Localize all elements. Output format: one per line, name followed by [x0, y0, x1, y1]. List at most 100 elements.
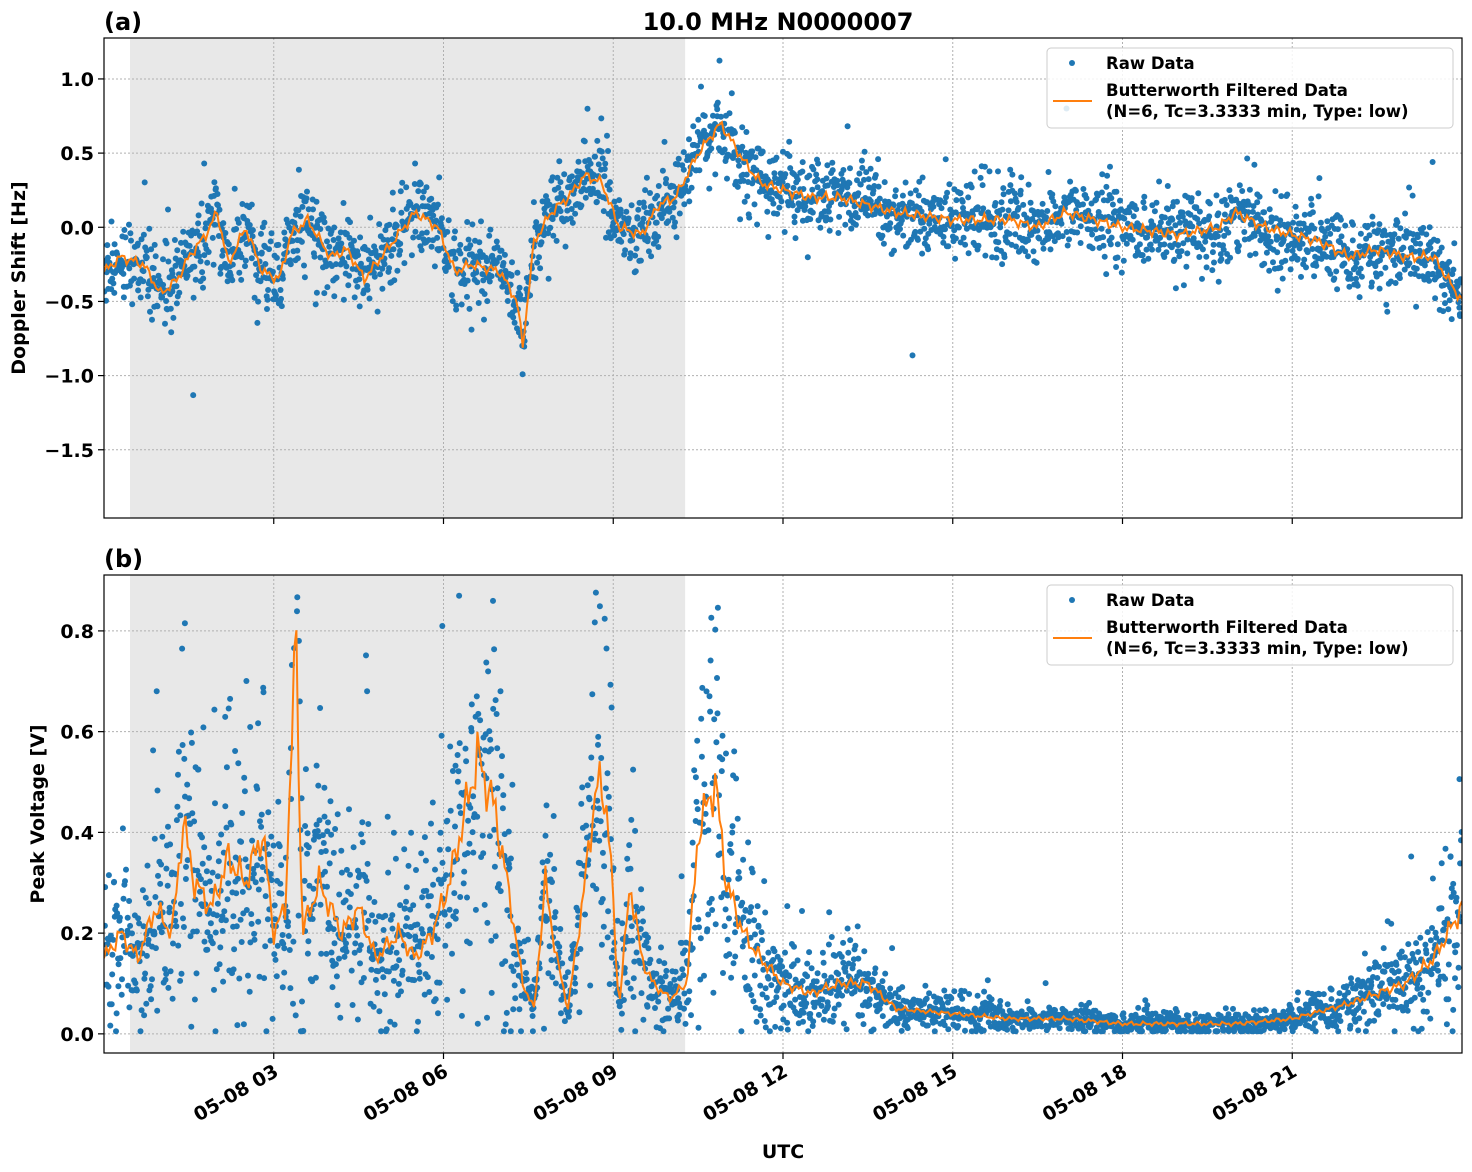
raw-data-point — [474, 1020, 481, 1027]
raw-data-point — [172, 917, 179, 924]
raw-data-point — [814, 176, 821, 183]
raw-data-point — [555, 184, 562, 191]
raw-data-point — [418, 247, 425, 254]
raw-data-point — [831, 1005, 838, 1012]
raw-data-point — [644, 1003, 651, 1010]
raw-data-point — [600, 923, 607, 930]
raw-data-point — [1333, 268, 1340, 275]
raw-data-point — [1172, 285, 1179, 292]
raw-data-point — [511, 982, 518, 989]
raw-data-point — [1005, 207, 1012, 214]
raw-data-point — [402, 905, 408, 912]
panel-label-b: (b) — [104, 545, 143, 573]
raw-data-point — [1121, 215, 1128, 222]
raw-data-point — [568, 206, 575, 212]
raw-data-point — [390, 829, 397, 836]
raw-data-point — [776, 204, 783, 211]
raw-data-point — [478, 540, 484, 546]
raw-data-point — [1427, 245, 1434, 251]
raw-data-point — [993, 254, 1000, 261]
raw-data-point — [1033, 259, 1040, 266]
raw-data-point — [559, 960, 566, 967]
raw-data-point — [887, 985, 894, 992]
raw-data-point — [424, 950, 431, 957]
legend-entry: Raw Data — [1106, 54, 1195, 73]
raw-data-point — [1014, 213, 1020, 220]
raw-data-point — [1230, 1005, 1236, 1012]
raw-data-point — [630, 975, 637, 982]
raw-data-point — [996, 1002, 1003, 1009]
raw-data-point — [760, 966, 767, 973]
raw-data-point — [804, 960, 811, 967]
raw-data-point — [501, 251, 508, 258]
raw-data-point — [278, 295, 284, 302]
raw-data-point — [859, 1012, 865, 1019]
raw-data-point — [1095, 209, 1102, 215]
raw-data-point — [1440, 282, 1447, 289]
raw-data-point — [1308, 195, 1315, 202]
raw-data-point — [713, 739, 720, 746]
raw-data-point — [681, 201, 688, 208]
raw-data-point — [509, 781, 516, 788]
raw-data-point — [167, 968, 174, 975]
y-axis-label-a: Doppler Shift [Hz] — [8, 181, 30, 374]
raw-data-point — [1176, 253, 1183, 260]
raw-data-point — [349, 1002, 356, 1008]
raw-data-point — [416, 975, 423, 982]
raw-data-point — [770, 200, 777, 207]
raw-data-point — [115, 983, 122, 990]
raw-data-point — [959, 995, 966, 1002]
raw-data-point — [321, 219, 328, 226]
raw-data-point — [1025, 237, 1032, 244]
raw-data-point — [502, 958, 509, 965]
raw-data-point — [979, 182, 986, 189]
raw-data-point — [1290, 219, 1297, 226]
raw-data-point — [150, 265, 157, 272]
raw-data-point — [845, 949, 852, 956]
raw-data-point — [655, 244, 662, 250]
raw-data-point — [1406, 260, 1413, 267]
raw-data-point — [328, 949, 335, 956]
raw-data-point — [480, 850, 487, 857]
raw-data-point — [1163, 249, 1170, 256]
raw-data-point — [477, 717, 484, 724]
y-axis-label-b: Peak Voltage [V] — [27, 724, 49, 903]
raw-data-point — [859, 164, 866, 171]
raw-data-point — [196, 253, 203, 260]
raw-data-point — [146, 225, 153, 232]
raw-data-point — [757, 1012, 764, 1019]
raw-data-point — [1420, 224, 1427, 231]
raw-data-point — [357, 960, 363, 967]
raw-data-point — [844, 191, 851, 198]
raw-data-point — [549, 174, 556, 181]
raw-data-point — [238, 838, 245, 845]
raw-data-point — [286, 947, 293, 953]
raw-data-point — [840, 959, 847, 966]
raw-data-point — [192, 276, 199, 283]
raw-data-point — [467, 804, 474, 811]
raw-data-point — [742, 149, 749, 156]
raw-data-point — [1210, 241, 1217, 248]
raw-data-point — [952, 255, 959, 262]
raw-data-point — [401, 846, 408, 853]
raw-data-point — [534, 259, 541, 266]
raw-data-point — [264, 306, 270, 312]
raw-data-point — [714, 675, 720, 681]
raw-data-point — [791, 219, 798, 226]
raw-data-point — [691, 767, 698, 774]
raw-data-point — [368, 966, 375, 973]
raw-data-point — [149, 316, 155, 323]
raw-data-point — [1024, 998, 1031, 1005]
raw-data-point — [128, 237, 134, 244]
raw-data-point — [466, 840, 473, 847]
raw-data-point — [727, 841, 734, 848]
raw-data-point — [858, 157, 865, 164]
raw-data-point — [105, 872, 112, 879]
raw-data-point — [1162, 1027, 1169, 1034]
raw-data-point — [140, 278, 147, 285]
raw-data-point — [695, 1024, 702, 1031]
raw-data-point — [391, 277, 398, 284]
raw-data-point — [523, 970, 529, 976]
raw-data-point — [1049, 191, 1056, 198]
raw-data-point — [324, 828, 331, 835]
